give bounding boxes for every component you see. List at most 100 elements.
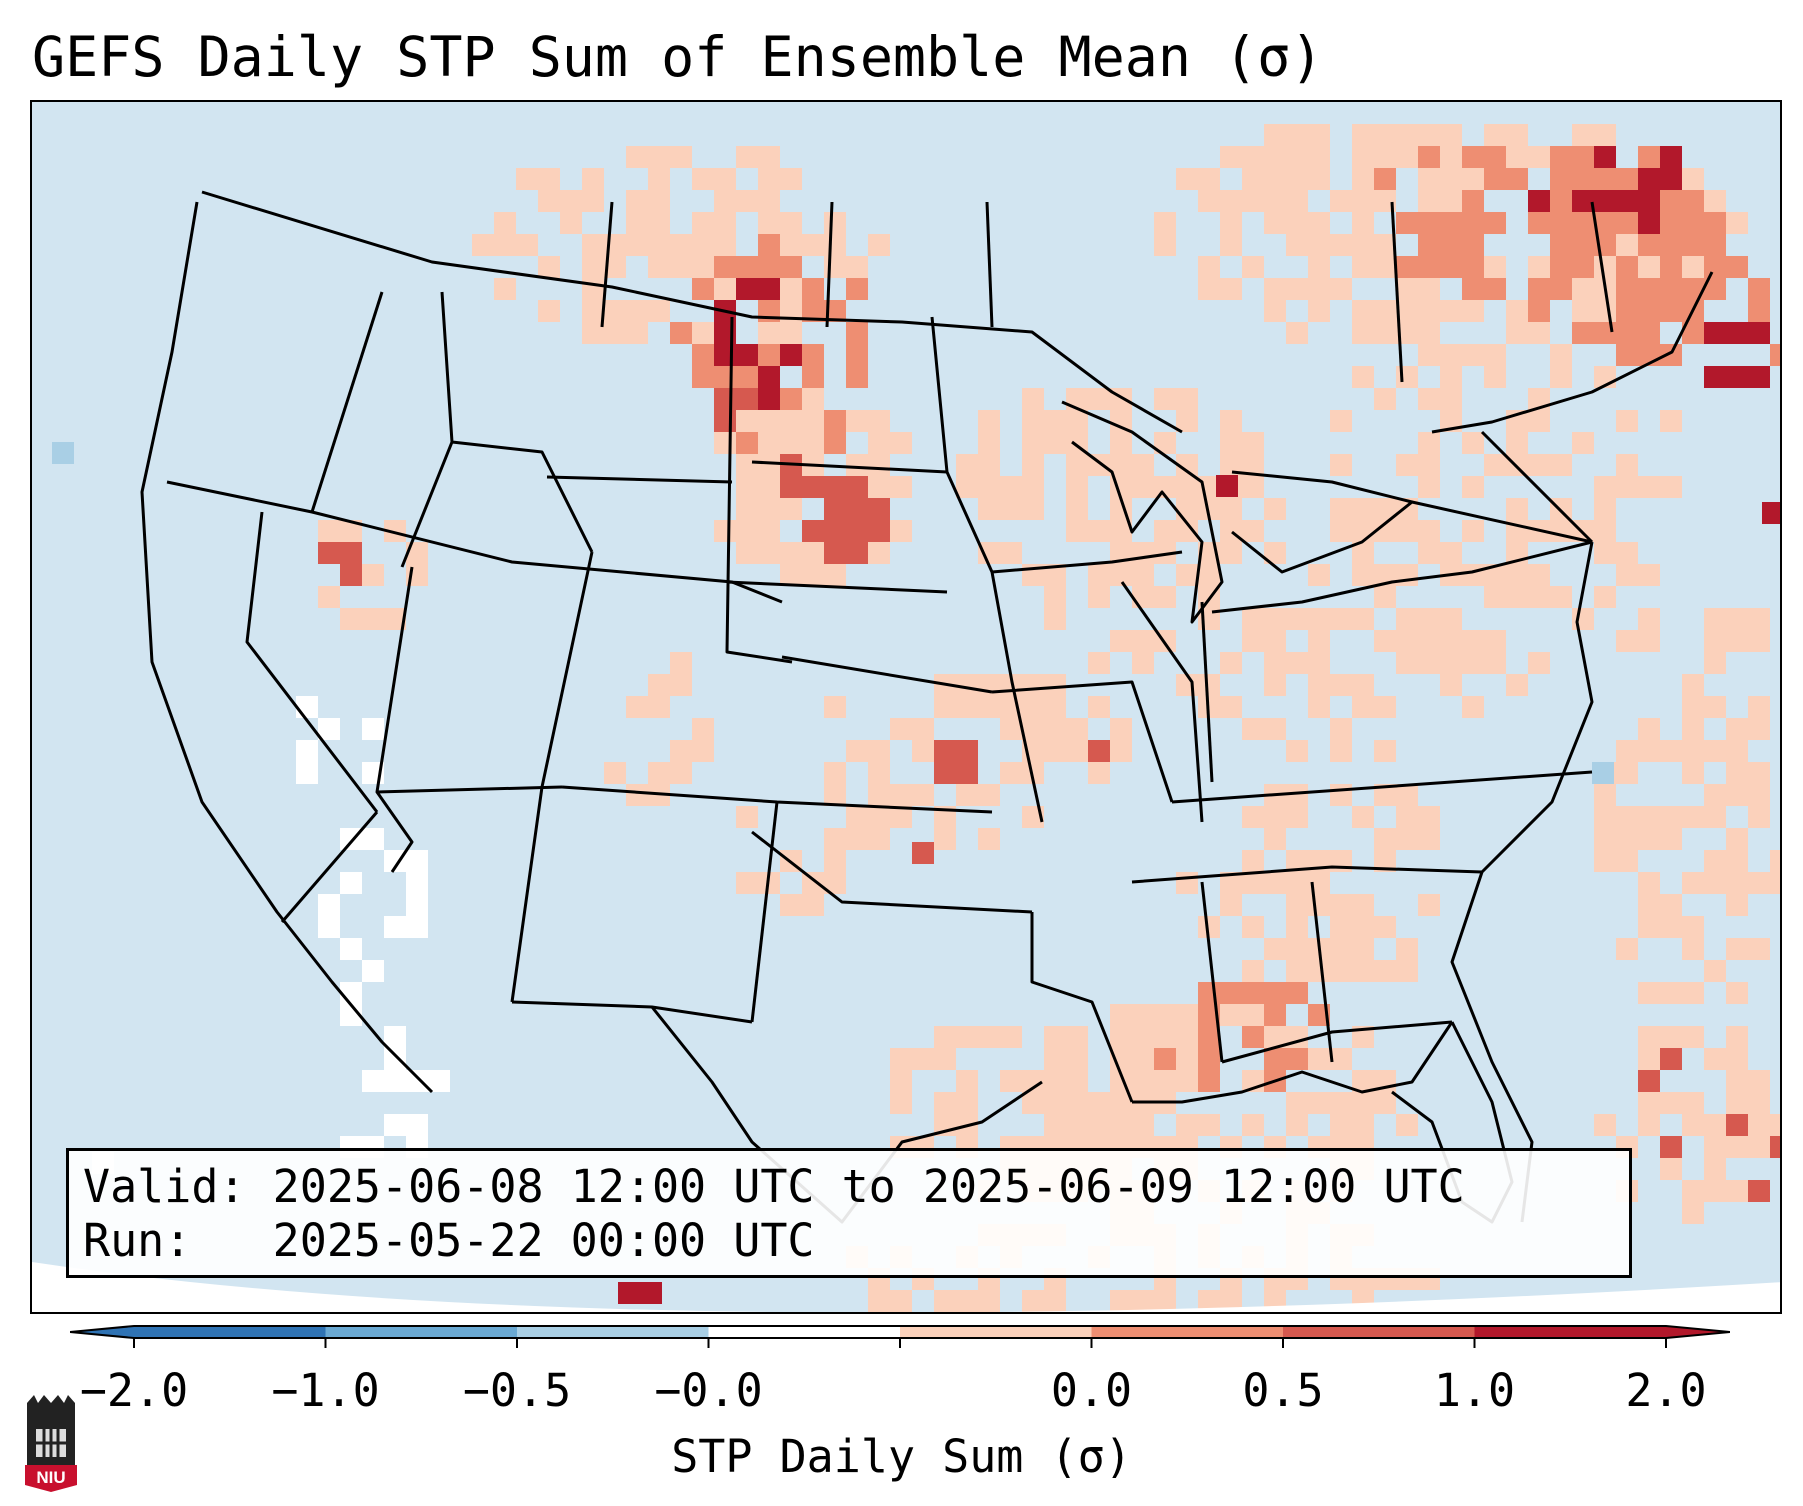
- anomaly-cell: [1176, 476, 1198, 498]
- anomaly-cell: [1592, 762, 1614, 784]
- anomaly-cell: [714, 212, 736, 234]
- anomaly-cell: [1198, 982, 1220, 1004]
- anomaly-cell: [1088, 696, 1110, 718]
- colorbar-segment: [708, 1326, 901, 1338]
- anomaly-cell: [1770, 1114, 1780, 1136]
- anomaly-cell: [1748, 1180, 1770, 1202]
- anomaly-cell: [1044, 564, 1066, 586]
- anomaly-cell: [362, 1070, 384, 1092]
- anomaly-cell: [1374, 322, 1396, 344]
- anomaly-cell: [1462, 234, 1484, 256]
- anomaly-cell: [1088, 1092, 1110, 1114]
- anomaly-cell: [1242, 476, 1264, 498]
- anomaly-cell: [1616, 542, 1638, 564]
- anomaly-cell: [1066, 1070, 1088, 1092]
- anomaly-cell: [1682, 234, 1704, 256]
- anomaly-cell: [1352, 542, 1374, 564]
- anomaly-layer: [32, 124, 1780, 1314]
- anomaly-cell: [1704, 740, 1726, 762]
- anomaly-cell: [1374, 696, 1396, 718]
- anomaly-cell: [670, 674, 692, 696]
- anomaly-cell: [1616, 278, 1638, 300]
- anomaly-cell: [1682, 674, 1704, 696]
- anomaly-cell: [824, 498, 846, 520]
- anomaly-cell: [714, 432, 736, 454]
- anomaly-cell: [758, 520, 780, 542]
- anomaly-cell: [1264, 652, 1286, 674]
- anomaly-cell: [648, 212, 670, 234]
- anomaly-cell: [868, 740, 890, 762]
- anomaly-cell: [780, 410, 802, 432]
- anomaly-cell: [1726, 1048, 1748, 1070]
- anomaly-cell: [1198, 674, 1220, 696]
- anomaly-cell: [780, 432, 802, 454]
- anomaly-cell: [890, 432, 912, 454]
- anomaly-cell: [1308, 564, 1330, 586]
- anomaly-cell: [1088, 1312, 1110, 1314]
- anomaly-cell: [1088, 520, 1110, 542]
- anomaly-cell: [802, 234, 824, 256]
- anomaly-cell: [1638, 982, 1660, 1004]
- anomaly-cell: [934, 740, 956, 762]
- anomaly-cell: [846, 322, 868, 344]
- anomaly-cell: [1704, 322, 1726, 344]
- anomaly-cell: [736, 806, 758, 828]
- anomaly-cell: [1462, 652, 1484, 674]
- anomaly-cell: [1176, 454, 1198, 476]
- anomaly-cell: [1418, 278, 1440, 300]
- anomaly-cell: [1704, 190, 1726, 212]
- anomaly-cell: [1682, 1092, 1704, 1114]
- anomaly-cell: [516, 168, 538, 190]
- anomaly-cell: [978, 454, 1000, 476]
- anomaly-cell: [1132, 454, 1154, 476]
- anomaly-cell: [1418, 234, 1440, 256]
- anomaly-cell: [1704, 1180, 1726, 1202]
- anomaly-cell: [956, 696, 978, 718]
- anomaly-cell: [1330, 520, 1352, 542]
- anomaly-cell: [1418, 630, 1440, 652]
- anomaly-cell: [1352, 696, 1374, 718]
- anomaly-cell: [1198, 278, 1220, 300]
- boundary-line: [1171, 770, 1593, 804]
- colorbar-segment: [1474, 1326, 1667, 1338]
- anomaly-cell: [1286, 1048, 1308, 1070]
- anomaly-cell: [802, 894, 824, 916]
- anomaly-cell: [1462, 300, 1484, 322]
- anomaly-cell: [824, 432, 846, 454]
- anomaly-cell: [758, 454, 780, 476]
- anomaly-cell: [1660, 894, 1682, 916]
- anomaly-cell: [1154, 1026, 1176, 1048]
- anomaly-cell: [1352, 168, 1374, 190]
- anomaly-cell: [1352, 894, 1374, 916]
- anomaly-cell: [780, 564, 802, 586]
- anomaly-cell: [1682, 1026, 1704, 1048]
- anomaly-cell: [714, 388, 736, 410]
- anomaly-cell: [1506, 146, 1528, 168]
- anomaly-cell: [824, 762, 846, 784]
- anomaly-cell: [1726, 212, 1748, 234]
- anomaly-cell: [618, 1282, 640, 1304]
- anomaly-cell: [1374, 124, 1396, 146]
- anomaly-cell: [1462, 432, 1484, 454]
- anomaly-cell: [1154, 476, 1176, 498]
- anomaly-cell: [846, 498, 868, 520]
- anomaly-cell: [1616, 344, 1638, 366]
- anomaly-cell: [1440, 234, 1462, 256]
- anomaly-cell: [868, 828, 890, 850]
- anomaly-cell: [1682, 938, 1704, 960]
- anomaly-cell: [1550, 168, 1572, 190]
- anomaly-cell: [934, 1290, 956, 1312]
- anomaly-cell: [824, 696, 846, 718]
- anomaly-cell: [52, 442, 74, 464]
- anomaly-cell: [1638, 476, 1660, 498]
- anomaly-cell: [1418, 344, 1440, 366]
- anomaly-cell: [406, 542, 428, 564]
- anomaly-cell: [1264, 872, 1286, 894]
- anomaly-cell: [1264, 168, 1286, 190]
- boundary-line: [1030, 912, 1134, 1103]
- anomaly-cell: [1462, 344, 1484, 366]
- anomaly-cell: [1396, 784, 1418, 806]
- anomaly-cell: [1484, 278, 1506, 300]
- anomaly-cell: [626, 234, 648, 256]
- anomaly-cell: [1704, 784, 1726, 806]
